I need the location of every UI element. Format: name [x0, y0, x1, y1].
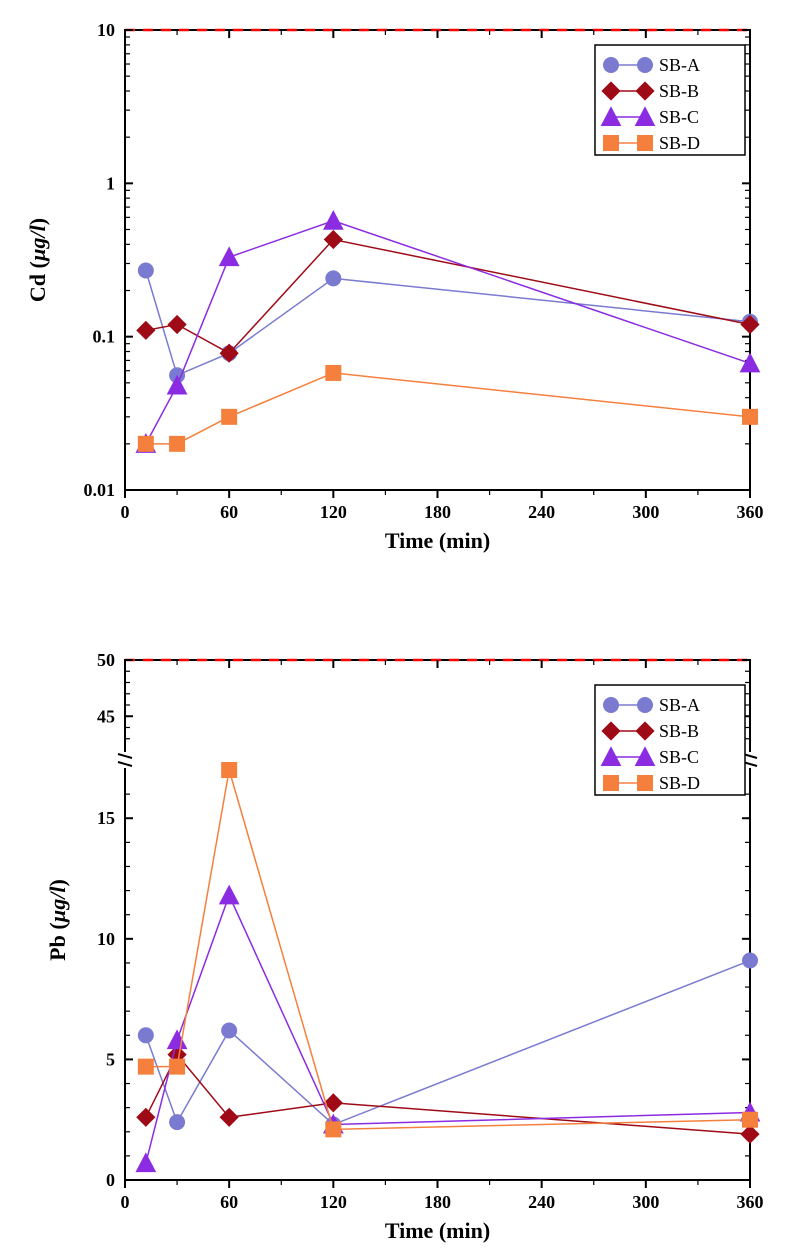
svg-text:0.1: 0.1 [93, 327, 116, 347]
svg-text:180: 180 [424, 1192, 451, 1212]
svg-text:300: 300 [632, 502, 659, 522]
svg-text:240: 240 [528, 1192, 555, 1212]
svg-text:0: 0 [106, 1170, 115, 1190]
svg-text:120: 120 [320, 502, 347, 522]
svg-text:SB-C: SB-C [659, 747, 699, 767]
svg-text:SB-A: SB-A [659, 695, 700, 715]
svg-text:50: 50 [97, 650, 115, 670]
svg-text:15: 15 [97, 808, 115, 828]
svg-text:Time (min): Time (min) [385, 528, 490, 553]
svg-text:Cd (µg/l): Cd (µg/l) [25, 218, 50, 302]
svg-text:300: 300 [632, 1192, 659, 1212]
svg-text:0.01: 0.01 [84, 480, 116, 500]
svg-text:0: 0 [121, 502, 130, 522]
pb-chart: 0 60 120 180 240 300 360 0 5 10 15 45 50 Time (min) Pb… [45, 650, 764, 1243]
svg-text:45: 45 [97, 706, 115, 726]
svg-text:SB-D: SB-D [659, 773, 700, 793]
svg-text:SB-C: SB-C [659, 107, 699, 127]
svg-text:0: 0 [121, 1192, 130, 1212]
svg-text:SB-B: SB-B [659, 81, 699, 101]
svg-text:5: 5 [106, 1049, 115, 1069]
svg-text:10: 10 [97, 929, 115, 949]
svg-text:360: 360 [737, 1192, 764, 1212]
svg-text:Time (min): Time (min) [385, 1218, 490, 1243]
svg-text:SB-B: SB-B [659, 721, 699, 741]
figure-container: 0 60 120 180 240 300 360 0.01 0.1 1 10 Time (min) Cd… [0, 0, 790, 1260]
svg-text:120: 120 [320, 1192, 347, 1212]
svg-text:60: 60 [220, 1192, 238, 1212]
charts-svg: 0 60 120 180 240 300 360 0.01 0.1 1 10 Time (min) Cd… [0, 0, 790, 1260]
svg-text:60: 60 [220, 502, 238, 522]
cd-chart: 0 60 120 180 240 300 360 0.01 0.1 1 10 Time (min) Cd… [25, 20, 764, 553]
svg-text:10: 10 [97, 20, 115, 40]
svg-text:SB-D: SB-D [659, 133, 700, 153]
svg-text:SB-A: SB-A [659, 55, 700, 75]
svg-text:1: 1 [106, 173, 115, 193]
svg-text:Pb (µg/l): Pb (µg/l) [45, 879, 70, 961]
svg-text:360: 360 [737, 502, 764, 522]
svg-text:180: 180 [424, 502, 451, 522]
svg-text:240: 240 [528, 502, 555, 522]
